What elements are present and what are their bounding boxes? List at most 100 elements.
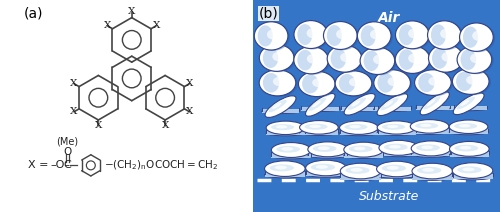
Ellipse shape — [463, 26, 478, 48]
Ellipse shape — [450, 106, 488, 111]
Text: X: X — [162, 121, 169, 130]
Ellipse shape — [360, 23, 393, 51]
Ellipse shape — [263, 73, 280, 93]
Ellipse shape — [258, 25, 273, 46]
Ellipse shape — [432, 48, 448, 69]
Bar — [302, 107, 339, 111]
Ellipse shape — [411, 141, 451, 156]
Bar — [452, 174, 493, 179]
Ellipse shape — [340, 130, 378, 136]
Ellipse shape — [470, 53, 482, 63]
Ellipse shape — [456, 97, 475, 109]
Bar — [340, 130, 378, 135]
Ellipse shape — [341, 107, 378, 111]
Bar — [450, 106, 488, 110]
Bar — [449, 130, 488, 134]
Bar — [262, 109, 300, 113]
Ellipse shape — [442, 52, 454, 62]
Ellipse shape — [412, 163, 453, 179]
Ellipse shape — [380, 98, 398, 110]
Ellipse shape — [340, 163, 381, 179]
Ellipse shape — [312, 101, 321, 107]
Ellipse shape — [388, 77, 400, 86]
Ellipse shape — [267, 29, 278, 39]
Ellipse shape — [352, 100, 360, 107]
Bar — [450, 152, 489, 157]
Text: C: C — [64, 160, 72, 170]
Ellipse shape — [358, 22, 391, 50]
Ellipse shape — [272, 52, 284, 61]
Ellipse shape — [340, 53, 352, 62]
Bar — [377, 130, 416, 135]
Ellipse shape — [344, 93, 375, 115]
Ellipse shape — [412, 174, 453, 180]
Bar — [308, 152, 348, 157]
Ellipse shape — [329, 46, 364, 73]
Ellipse shape — [377, 94, 408, 116]
Ellipse shape — [462, 24, 495, 52]
Ellipse shape — [376, 71, 412, 97]
Ellipse shape — [263, 48, 278, 68]
Ellipse shape — [302, 74, 318, 93]
Ellipse shape — [459, 47, 494, 74]
Ellipse shape — [387, 125, 398, 128]
Ellipse shape — [348, 98, 366, 110]
Ellipse shape — [415, 123, 438, 129]
Ellipse shape — [399, 24, 414, 45]
Ellipse shape — [324, 22, 357, 49]
Ellipse shape — [327, 25, 342, 46]
Bar — [410, 129, 449, 134]
Ellipse shape — [354, 147, 366, 150]
Ellipse shape — [378, 73, 394, 93]
Ellipse shape — [382, 124, 405, 130]
Ellipse shape — [337, 72, 374, 97]
Ellipse shape — [384, 144, 407, 151]
Ellipse shape — [308, 98, 326, 111]
Ellipse shape — [364, 51, 379, 71]
Ellipse shape — [350, 168, 362, 172]
Bar — [340, 174, 381, 180]
Ellipse shape — [452, 174, 493, 180]
Ellipse shape — [462, 167, 474, 171]
Ellipse shape — [335, 71, 372, 96]
Ellipse shape — [389, 145, 400, 149]
Ellipse shape — [379, 151, 418, 157]
Ellipse shape — [276, 125, 287, 128]
Bar — [376, 172, 417, 177]
Ellipse shape — [422, 168, 434, 172]
Text: (Me): (Me) — [56, 137, 78, 147]
Ellipse shape — [274, 166, 287, 169]
Ellipse shape — [254, 22, 288, 50]
Ellipse shape — [310, 164, 335, 171]
Ellipse shape — [360, 47, 395, 74]
Ellipse shape — [428, 44, 463, 72]
Ellipse shape — [262, 109, 300, 114]
Ellipse shape — [336, 29, 348, 39]
Ellipse shape — [449, 129, 488, 135]
Ellipse shape — [306, 171, 346, 177]
Ellipse shape — [431, 24, 446, 46]
Ellipse shape — [349, 78, 362, 86]
Text: X: X — [70, 79, 78, 88]
Ellipse shape — [344, 153, 384, 159]
Ellipse shape — [408, 53, 420, 63]
Ellipse shape — [426, 99, 436, 106]
Ellipse shape — [296, 47, 330, 75]
Text: (a): (a) — [24, 6, 43, 20]
Ellipse shape — [313, 145, 336, 152]
Ellipse shape — [330, 49, 346, 69]
Text: O: O — [64, 147, 72, 157]
Text: (b): (b) — [258, 6, 278, 20]
Text: X: X — [186, 107, 193, 116]
Ellipse shape — [454, 145, 478, 151]
Ellipse shape — [416, 106, 454, 110]
Ellipse shape — [271, 124, 294, 130]
Ellipse shape — [414, 70, 451, 95]
Ellipse shape — [376, 161, 417, 177]
Ellipse shape — [308, 152, 348, 158]
Ellipse shape — [312, 78, 325, 87]
Ellipse shape — [346, 167, 370, 174]
Ellipse shape — [264, 172, 305, 178]
Ellipse shape — [339, 74, 355, 93]
Ellipse shape — [298, 24, 312, 45]
